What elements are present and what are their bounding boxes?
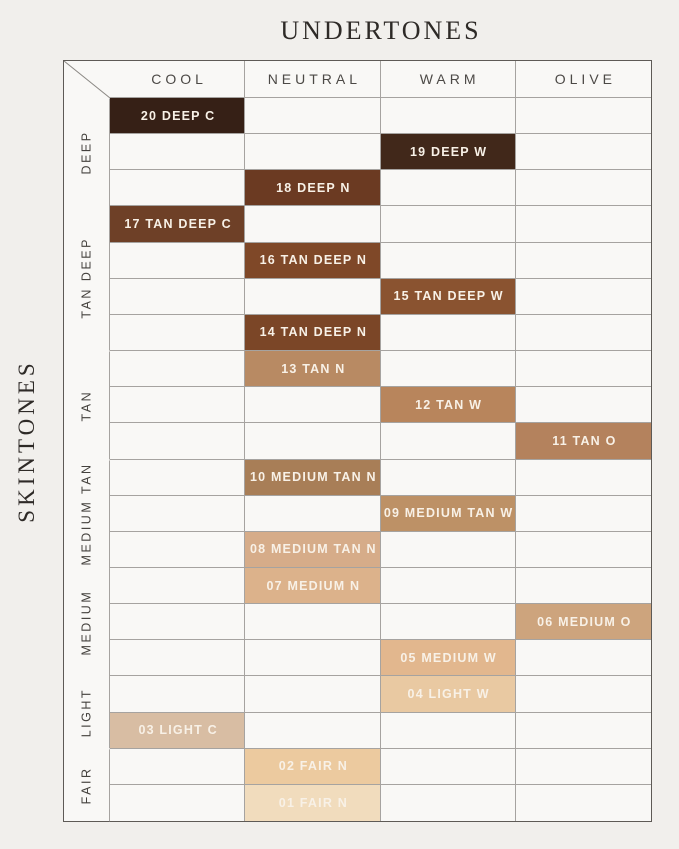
shade-swatch: 06 MEDIUM O [515,604,651,641]
empty-cell [515,387,651,424]
column-header-neutral: NEUTRAL [245,61,381,98]
shade-swatch: 04 LIGHT W [380,676,516,713]
shade-swatch: 18 DEEP N [245,170,381,207]
shade-swatch: 05 MEDIUM W [380,640,516,677]
empty-cell [110,314,246,352]
skintones-axis-label: SKINTONES [14,359,39,523]
empty-cell [245,676,381,713]
empty-cell [380,98,516,135]
empty-cell [381,784,516,821]
empty-cell [380,314,516,352]
empty-cell [516,785,651,821]
empty-cell [110,459,246,496]
empty-cell [380,242,516,279]
empty-cell [110,531,246,568]
shade-swatch: 11 TAN O [515,423,651,460]
empty-cell [110,278,246,315]
empty-cell [110,567,246,605]
empty-cell [380,567,516,605]
empty-cell [245,98,381,135]
shade-swatch: 03 LIGHT C [110,712,246,749]
empty-cell [380,712,516,749]
empty-cell [515,315,651,352]
skintone-group-label: LIGHT [64,676,110,749]
empty-cell [380,170,516,207]
empty-cell [110,351,246,388]
shade-swatch: 16 TAN DEEP N [245,242,381,279]
shade-swatch: 01 FAIR N [245,784,381,821]
empty-cell [515,206,651,243]
empty-cell [515,134,651,171]
shade-swatch: 20 DEEP C [110,98,246,135]
empty-cell [245,423,381,460]
empty-cell [515,749,651,785]
empty-cell [245,206,381,243]
shade-swatch: 13 TAN N [245,351,381,388]
skintone-group-label: MEDIUM TAN [64,459,110,568]
empty-cell [110,784,246,821]
empty-cell [110,604,246,641]
empty-cell [515,243,651,279]
skintone-group-label: TAN [64,351,110,460]
shade-swatch: 08 MEDIUM TAN N [245,531,381,568]
shade-swatch: 07 MEDIUM N [245,567,381,605]
empty-cell [515,713,651,749]
shade-swatch: 12 TAN W [380,387,516,424]
shade-swatch: 02 FAIR N [245,748,381,785]
empty-cell [110,170,246,207]
column-header-cool: COOL [110,61,246,98]
empty-cell [515,496,651,532]
empty-cell [245,604,381,641]
empty-cell [380,459,516,496]
column-header-warm: WARM [380,61,516,98]
skintone-group-label: FAIR [64,748,110,821]
shade-swatch: 19 DEEP W [380,134,516,171]
empty-cell [245,712,381,749]
empty-cell [380,604,516,641]
undertones-title: UNDERTONES [280,16,482,45]
skintone-group-label: MEDIUM [64,567,110,677]
empty-cell [515,351,651,388]
shade-swatch: 15 TAN DEEP W [380,278,516,315]
empty-cell [245,134,381,171]
empty-cell [380,531,516,568]
empty-cell [380,351,516,388]
skintone-group-label: DEEP [64,98,110,207]
empty-cell [245,278,381,315]
empty-cell [110,242,246,279]
empty-cell [110,423,246,460]
shade-chart: COOL NEUTRAL WARM OLIVE DEEP TAN DEEP TAN M… [63,60,652,822]
empty-cell [515,279,651,315]
empty-cell [245,495,381,532]
empty-cell [515,676,651,713]
empty-cell [110,134,246,171]
skintone-group-label: TAN DEEP [64,206,110,352]
shade-swatch: 14 TAN DEEP N [245,314,381,352]
empty-cell [515,98,651,135]
empty-cell [515,640,651,677]
empty-cell [380,748,516,785]
empty-cell [380,423,516,460]
empty-cell [515,170,651,207]
shade-swatch: 09 MEDIUM TAN W [380,495,516,532]
empty-cell [515,568,651,605]
shade-swatch: 17 TAN DEEP C [110,206,246,243]
corner-cell [64,61,110,98]
empty-cell [110,495,246,532]
empty-cell [515,460,651,496]
empty-cell [380,206,516,243]
empty-cell [515,532,651,568]
diagonal-line [64,61,110,98]
empty-cell [110,640,246,677]
empty-cell [110,748,246,785]
empty-cell [110,676,246,713]
empty-cell [110,387,246,424]
empty-cell [245,640,381,677]
column-header-olive: OLIVE [515,61,651,98]
empty-cell [245,387,381,424]
shade-swatch: 10 MEDIUM TAN N [245,459,381,496]
